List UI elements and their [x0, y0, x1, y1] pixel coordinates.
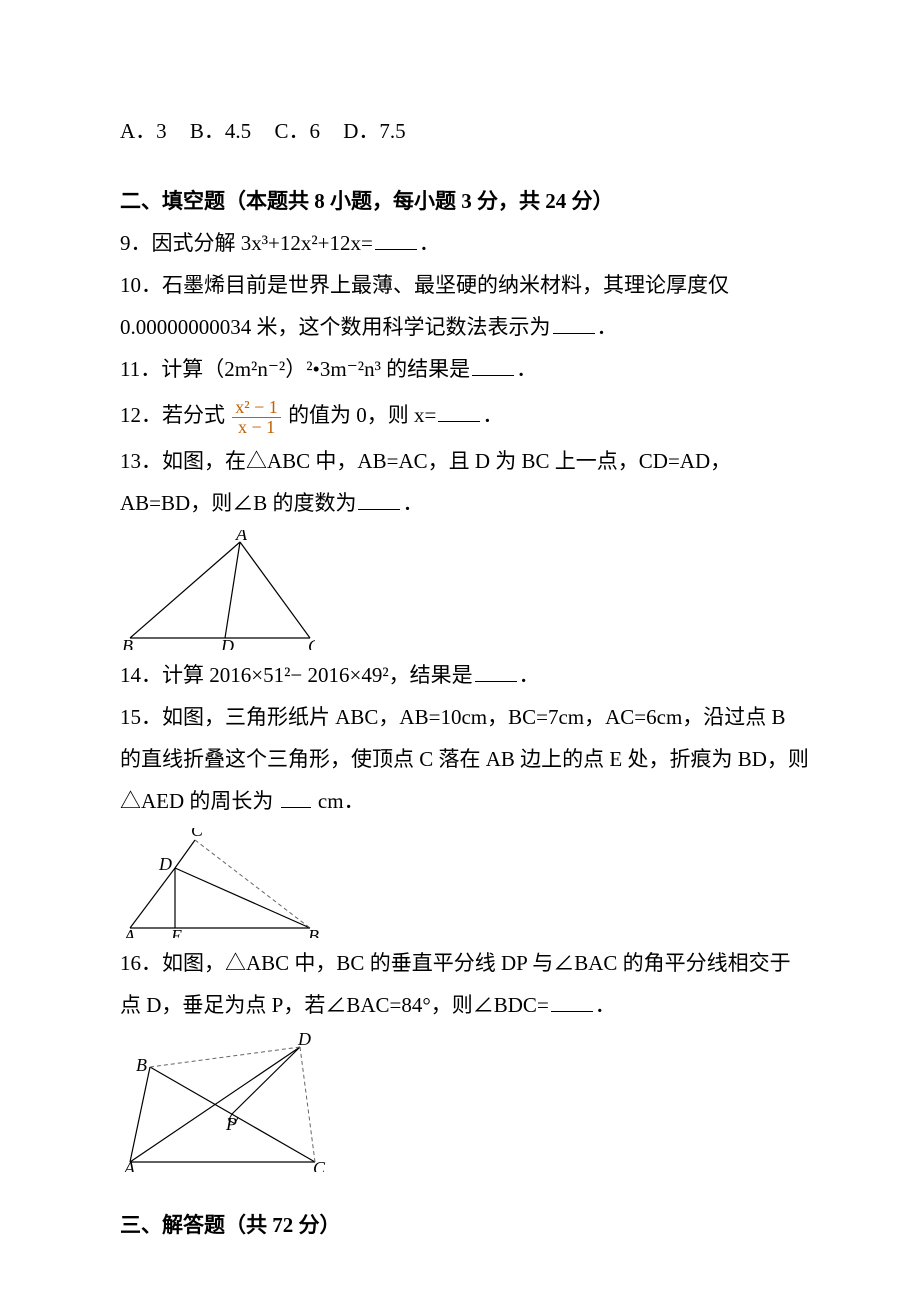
q9-blank — [375, 228, 417, 250]
q14: 14．计算 2016×51²− 2016×49²，结果是 ． — [120, 654, 810, 696]
q11-blank — [472, 354, 514, 376]
q10-text-b: ． — [597, 315, 618, 339]
q11-text-b: ． — [516, 357, 537, 381]
svg-text:B: B — [122, 636, 133, 650]
q15-svg: A B C D E — [120, 828, 320, 938]
q8-opt-c: C．6 — [274, 119, 320, 143]
q12-text-b: 的值为 0，则 x= — [288, 403, 436, 427]
q12-fraction: x² − 1 x − 1 — [232, 398, 281, 437]
q12: 12．若分式 x² − 1 x − 1 的值为 0，则 x= ． — [120, 390, 810, 440]
q12-blank — [438, 400, 480, 422]
q10-blank — [553, 312, 595, 334]
q9: 9．因式分解 3x³+12x²+12x= ． — [120, 222, 810, 264]
q10-text-a: 10．石墨烯目前是世界上最薄、最坚硬的纳米材料，其理论厚度仅 0.0000000… — [120, 273, 729, 339]
q13-text-a: 13．如图，在△ABC 中，AB=AC，且 D 为 BC 上一点，CD=AD，A… — [120, 449, 731, 515]
q8-opt-b: B．4.5 — [190, 119, 251, 143]
q15-text-a: 15．如图，三角形纸片 ABC，AB=10cm，BC=7cm，AC=6cm，沿过… — [120, 705, 809, 813]
q16-svg: A B C D P — [120, 1032, 330, 1172]
spacer — [120, 1176, 810, 1204]
q13-svg: A B C D — [120, 530, 315, 650]
svg-text:D: D — [297, 1032, 311, 1049]
q11-text-a: 11．计算（2m²n⁻²）²•3m⁻²n³ 的结果是 — [120, 357, 470, 381]
q16-figure: A B C D P — [120, 1032, 810, 1172]
section-2-title: 二、填空题（本题共 8 小题，每小题 3 分，共 24 分） — [120, 180, 810, 222]
q14-text-b: ． — [519, 663, 540, 687]
spacer — [120, 152, 810, 180]
q14-text-a: 14．计算 2016×51²− 2016×49²，结果是 — [120, 663, 473, 687]
svg-text:A: A — [235, 530, 248, 544]
q16: 16．如图，△ABC 中，BC 的垂直平分线 DP 与∠BAC 的角平分线相交于… — [120, 942, 810, 1026]
q16-text-a: 16．如图，△ABC 中，BC 的垂直平分线 DP 与∠BAC 的角平分线相交于… — [120, 951, 791, 1017]
svg-text:E: E — [170, 926, 182, 938]
q13-figure: A B C D — [120, 530, 810, 650]
q15-figure: A B C D E — [120, 828, 810, 938]
q12-text-c: ． — [482, 403, 503, 427]
svg-text:C: C — [191, 828, 204, 840]
q13-blank — [358, 488, 400, 510]
q15-blank — [281, 786, 311, 808]
q16-text-b: ． — [595, 993, 616, 1017]
q15: 15．如图，三角形纸片 ABC，AB=10cm，BC=7cm，AC=6cm，沿过… — [120, 696, 810, 822]
svg-text:B: B — [136, 1055, 147, 1075]
q11: 11．计算（2m²n⁻²）²•3m⁻²n³ 的结果是 ． — [120, 348, 810, 390]
section-3-title: 三、解答题（共 72 分） — [120, 1204, 810, 1246]
q16-blank — [551, 990, 593, 1012]
svg-text:D: D — [220, 636, 234, 650]
q9-text-b: ． — [419, 231, 440, 255]
q12-text-a: 12．若分式 — [120, 403, 225, 427]
q12-frac-num: x² − 1 — [232, 398, 281, 417]
q13: 13．如图，在△ABC 中，AB=AC，且 D 为 BC 上一点，CD=AD，A… — [120, 440, 810, 524]
q15-text-b: cm． — [318, 789, 365, 813]
svg-text:B: B — [308, 926, 319, 938]
q8-opt-d: D．7.5 — [343, 119, 405, 143]
q12-frac-den: x − 1 — [232, 417, 281, 437]
q9-text-a: 9．因式分解 3x³+12x²+12x= — [120, 231, 373, 255]
svg-text:C: C — [308, 636, 315, 650]
svg-text:C: C — [313, 1158, 326, 1172]
q10: 10．石墨烯目前是世界上最薄、最坚硬的纳米材料，其理论厚度仅 0.0000000… — [120, 264, 810, 348]
q14-blank — [475, 660, 517, 682]
q8-opt-a: A．3 — [120, 119, 167, 143]
q13-text-b: ． — [402, 491, 423, 515]
svg-text:A: A — [123, 926, 136, 938]
q8-options: A．3 B．4.5 C．6 D．7.5 — [120, 110, 810, 152]
svg-text:P: P — [225, 1114, 237, 1134]
svg-text:A: A — [123, 1158, 136, 1172]
svg-text:D: D — [158, 854, 172, 874]
